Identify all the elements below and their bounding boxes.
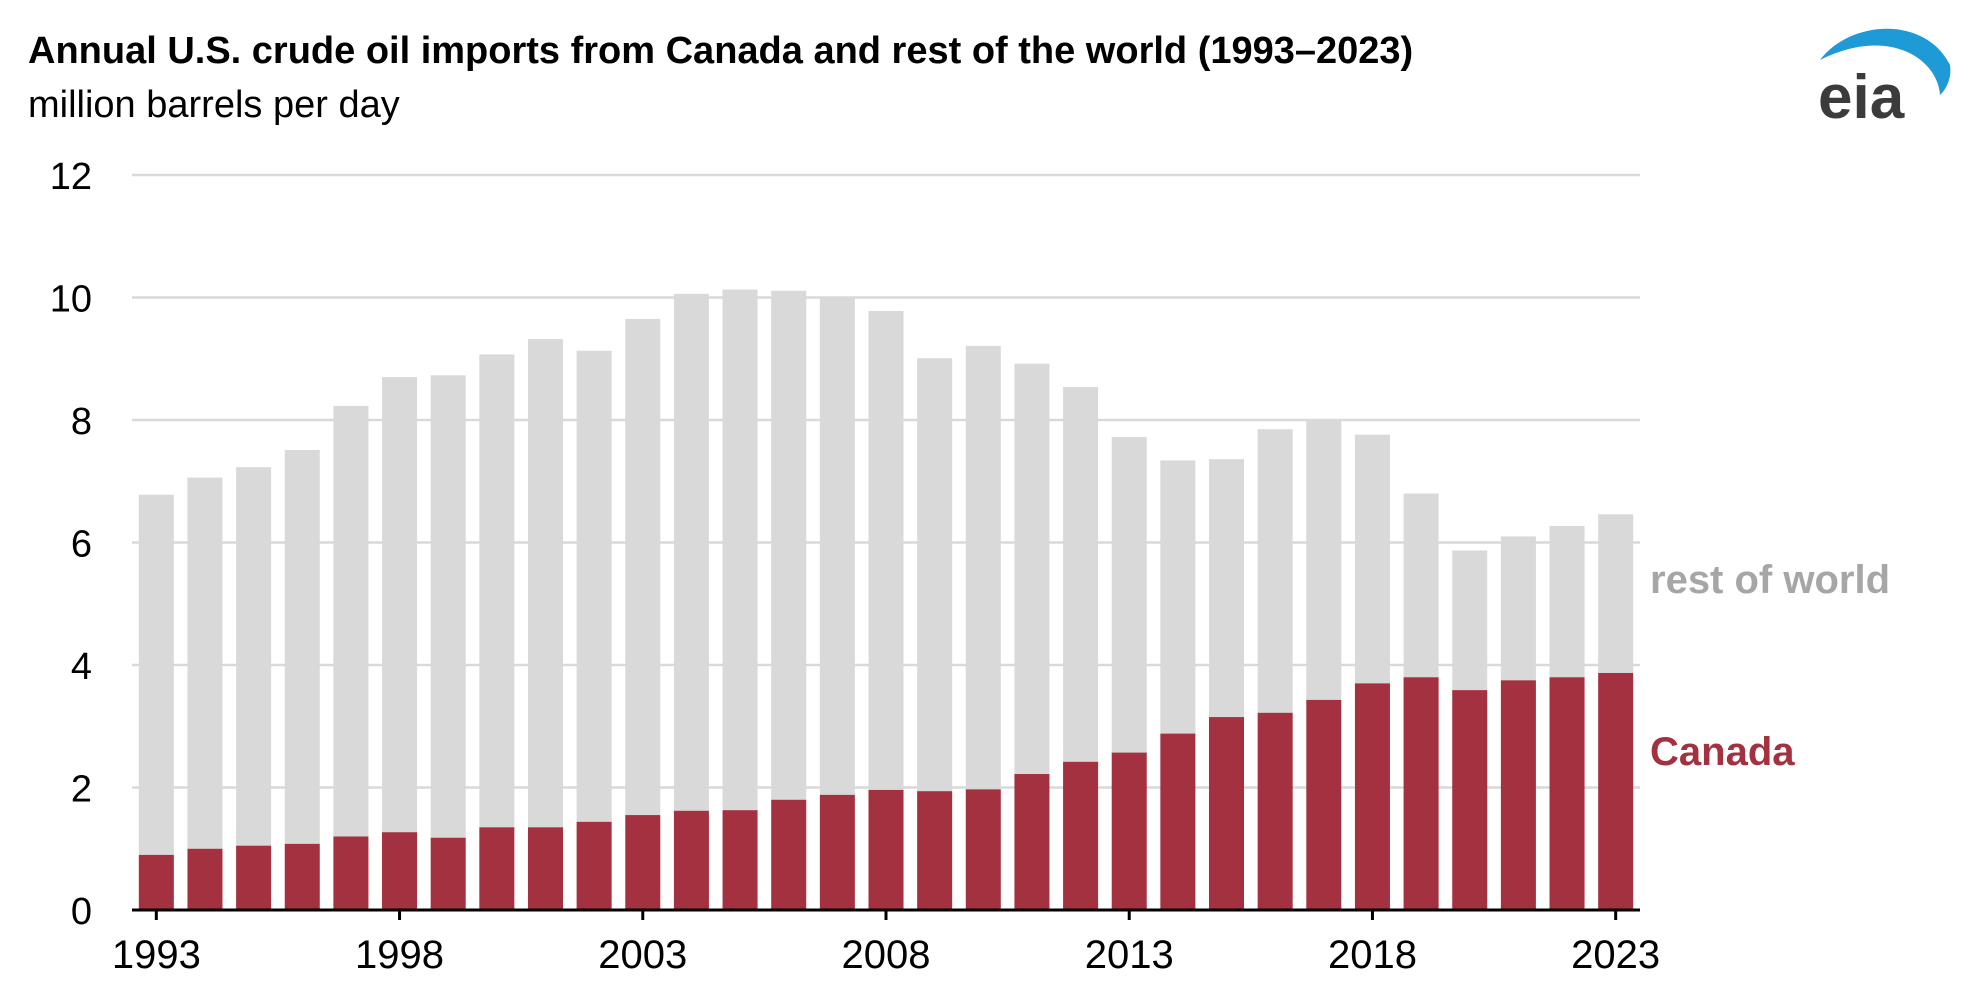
- bar-rest-of-world-2015: [1209, 459, 1245, 718]
- bar-rest-of-world-2022: [1549, 525, 1585, 678]
- bar-rest-of-world-2000: [479, 354, 515, 828]
- bar-rest-of-world-1993: [138, 494, 174, 855]
- bar-canada-2012: [1063, 761, 1099, 910]
- bar-rest-of-world-2021: [1500, 536, 1536, 681]
- y-tick-label: 10: [50, 279, 92, 321]
- y-tick-label: 6: [71, 524, 92, 566]
- bar-canada-2000: [479, 827, 515, 910]
- eia-logo-icon: eia: [1818, 28, 1951, 130]
- bar-canada-2010: [965, 789, 1001, 910]
- bar-rest-of-world-2020: [1452, 550, 1488, 691]
- y-tick-label: 4: [71, 646, 92, 688]
- x-tick-label: 2013: [1085, 933, 1174, 977]
- bar-canada-2013: [1111, 752, 1147, 910]
- bar-rest-of-world-2006: [771, 290, 807, 800]
- bar-rest-of-world-2017: [1306, 420, 1342, 700]
- bar-rest-of-world-1998: [382, 377, 418, 833]
- bar-rest-of-world-2010: [965, 345, 1001, 790]
- bar-rest-of-world-2007: [819, 296, 855, 795]
- bar-canada-2008: [868, 789, 904, 910]
- bar-canada-2023: [1598, 672, 1634, 910]
- bar-canada-2006: [771, 799, 807, 910]
- bar-canada-1995: [236, 845, 272, 910]
- x-axis-ticks: 1993 1998 2003 2008 2013 2018 2023: [112, 910, 1660, 977]
- bar-rest-of-world-2003: [625, 318, 661, 816]
- bar-canada-2001: [527, 827, 563, 910]
- bar-rest-of-world-1994: [187, 477, 223, 849]
- bar-rest-of-world-2005: [722, 289, 758, 811]
- chart-title: Annual U.S. crude oil imports from Canad…: [28, 30, 1414, 72]
- bar-canada-1993: [138, 854, 174, 910]
- bar-rest-of-world-2011: [1014, 363, 1050, 775]
- bar-canada-2015: [1209, 717, 1245, 910]
- bar-canada-2019: [1403, 677, 1439, 910]
- chart-subtitle: million barrels per day: [28, 84, 400, 126]
- bar-canada-2022: [1549, 677, 1585, 910]
- bar-rest-of-world-1997: [333, 405, 369, 837]
- bar-canada-1999: [430, 837, 466, 910]
- bar-canada-2016: [1257, 712, 1293, 910]
- bar-rest-of-world-2018: [1354, 434, 1390, 684]
- bar-rest-of-world-2004: [673, 293, 709, 811]
- bar-canada-2005: [722, 810, 758, 910]
- y-axis-ticks: 0 2 4 6 8 10 12: [50, 156, 92, 933]
- x-tick-label: 1993: [112, 933, 201, 977]
- bar-rest-of-world-2008: [868, 310, 904, 790]
- x-tick-label: 1998: [355, 933, 444, 977]
- bar-canada-2007: [819, 794, 855, 910]
- x-tick-label: 2003: [598, 933, 687, 977]
- y-tick-label: 0: [71, 891, 92, 933]
- bar-canada-2004: [673, 810, 709, 910]
- bar-rest-of-world-2023: [1598, 514, 1634, 673]
- bar-canada-2011: [1014, 774, 1050, 910]
- bar-canada-1998: [382, 832, 418, 910]
- legend-canada: Canada: [1650, 730, 1795, 774]
- bars: [138, 289, 1634, 910]
- legend-rest-of-world: rest of world: [1650, 558, 1891, 602]
- bar-canada-2002: [576, 821, 612, 910]
- x-tick-label: 2018: [1328, 933, 1417, 977]
- bar-rest-of-world-1999: [430, 375, 466, 838]
- bar-rest-of-world-1996: [284, 450, 320, 844]
- y-tick-label: 8: [71, 401, 92, 443]
- bar-canada-2009: [917, 791, 953, 910]
- bar-canada-2021: [1500, 680, 1536, 910]
- bar-rest-of-world-2012: [1063, 386, 1099, 762]
- y-tick-label: 2: [71, 769, 92, 811]
- bar-rest-of-world-2009: [917, 358, 953, 792]
- bar-rest-of-world-2016: [1257, 429, 1293, 713]
- bar-rest-of-world-1995: [236, 467, 272, 846]
- bar-canada-2018: [1354, 683, 1390, 910]
- bar-rest-of-world-2014: [1160, 460, 1196, 734]
- bar-rest-of-world-2002: [576, 350, 612, 822]
- bar-canada-2003: [625, 815, 661, 910]
- y-tick-label: 12: [50, 156, 92, 198]
- bar-rest-of-world-2013: [1111, 437, 1147, 753]
- x-tick-label: 2023: [1571, 933, 1660, 977]
- bar-canada-2014: [1160, 733, 1196, 910]
- bar-canada-2020: [1452, 690, 1488, 910]
- bar-canada-2017: [1306, 699, 1342, 910]
- bar-rest-of-world-2019: [1403, 493, 1439, 678]
- bar-canada-1996: [284, 843, 320, 910]
- bar-canada-1997: [333, 836, 369, 910]
- logo-text: eia: [1818, 63, 1905, 130]
- bar-canada-1994: [187, 848, 223, 910]
- bar-rest-of-world-2001: [527, 339, 563, 828]
- x-tick-label: 2008: [842, 933, 931, 977]
